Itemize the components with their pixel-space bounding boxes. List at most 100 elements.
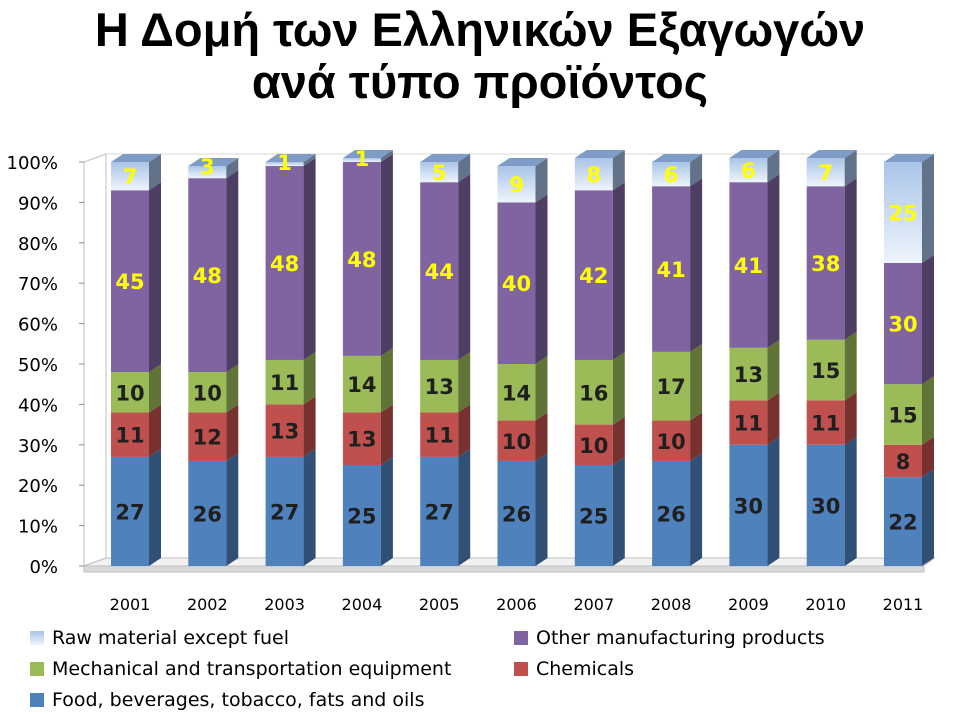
bar-segment	[497, 356, 548, 421]
x-tick-label: 2002	[187, 595, 228, 614]
data-label: 6	[741, 159, 756, 183]
bar-segment-side	[844, 331, 857, 401]
data-label: 8	[896, 450, 911, 474]
y-tick-label: 50%	[18, 355, 58, 376]
legend-item: Raw material except fuel	[30, 624, 289, 652]
bar-segment-front	[729, 182, 768, 348]
bar-segment-side	[767, 174, 780, 348]
bar-segment-side	[535, 452, 548, 566]
data-label: 48	[270, 252, 299, 276]
bar-segment-front	[497, 460, 536, 566]
data-label: 22	[888, 511, 917, 535]
legend-label: Raw material except fuel	[52, 627, 289, 649]
bar-segment-side	[226, 158, 239, 179]
bar-segment-front	[497, 420, 536, 461]
x-tick-label: 2007	[573, 595, 614, 614]
bar-segment-front	[111, 372, 149, 413]
bar-top-cap	[652, 154, 703, 162]
data-label: 10	[656, 430, 685, 454]
legend-swatch	[514, 662, 528, 676]
bar-segment-side	[303, 154, 316, 167]
bar-segment-front	[111, 412, 149, 457]
data-label: 13	[425, 375, 454, 399]
data-label: 15	[811, 359, 840, 383]
y-tick-label: 80%	[18, 234, 58, 255]
bar-segment-front	[420, 162, 459, 183]
data-label: 25	[888, 202, 917, 226]
bar-segment-front	[806, 400, 845, 445]
y-tick-label: 60%	[18, 315, 58, 336]
bar-segment-side	[380, 457, 393, 566]
data-label: 9	[509, 173, 524, 197]
bar-segment-side	[690, 452, 703, 566]
x-tick-label: 2008	[651, 595, 692, 614]
bar-segment-front	[574, 157, 613, 191]
bar-top-cap	[729, 149, 780, 158]
bar-segment	[652, 412, 703, 461]
data-label: 30	[734, 494, 763, 518]
bar-segment-front	[265, 166, 304, 360]
bar-segment	[574, 457, 625, 566]
bar-segment	[265, 448, 316, 566]
bar-segment	[574, 182, 625, 360]
bar-segment-front	[111, 456, 149, 566]
bar-segment-side	[844, 178, 857, 340]
bar-segment	[497, 194, 548, 364]
bar-segment-front	[806, 157, 845, 187]
legend-swatch	[514, 631, 528, 645]
bar-segment-front	[342, 412, 381, 465]
bar-segment	[188, 404, 239, 461]
bar-top-cap	[884, 154, 934, 162]
data-label: 1	[355, 147, 370, 171]
x-tick-label: 2006	[496, 595, 537, 614]
bar-segment	[188, 158, 239, 179]
bar-segment-side	[458, 154, 471, 183]
y-tick-label: 100%	[7, 153, 58, 174]
bar-segment	[188, 170, 239, 373]
data-label: 27	[270, 500, 299, 524]
bar-segment-front	[265, 456, 304, 566]
bar-segment-front	[420, 412, 459, 457]
bar-segment	[497, 452, 548, 566]
bar-segment-front	[497, 202, 536, 364]
bar-segment-side	[535, 158, 548, 203]
bar-segment	[497, 412, 548, 461]
bar-segment	[884, 376, 934, 445]
data-label: 11	[270, 371, 299, 395]
bar-segment-side	[380, 347, 393, 413]
data-label: 26	[502, 502, 531, 526]
data-label: 48	[347, 248, 376, 272]
bar-segment-side	[767, 392, 780, 445]
x-tick-label: 2004	[342, 595, 383, 614]
bar-segment-front	[652, 460, 691, 566]
bar-segment-side	[303, 158, 316, 360]
bar-top-cap	[111, 154, 161, 162]
chart-floor-edge	[83, 565, 925, 573]
bar-segment-front	[342, 355, 381, 413]
bar-segment-side	[303, 396, 316, 457]
data-label: 15	[888, 404, 917, 428]
data-label: 10	[193, 381, 222, 405]
bar-segment	[111, 154, 161, 191]
data-label: 12	[193, 426, 222, 450]
bar-segment	[342, 404, 393, 465]
bar-segment	[111, 404, 161, 457]
bar-segment	[884, 469, 934, 566]
bar-segment	[806, 392, 857, 445]
bar-segment	[111, 182, 161, 373]
bar-segment	[729, 436, 780, 566]
bar-segment-side	[303, 351, 316, 405]
data-label: 3	[200, 155, 215, 179]
bar-segment	[420, 448, 471, 566]
data-label: 40	[502, 272, 531, 296]
bar-segment-side	[690, 343, 703, 421]
data-label: 7	[123, 165, 138, 189]
bar-segment-side	[149, 404, 161, 457]
data-label: 6	[664, 163, 679, 187]
data-label: 14	[502, 381, 531, 405]
bar-segment-side	[844, 149, 857, 187]
bar-segment-side	[922, 376, 934, 445]
bar-segment	[729, 392, 780, 445]
bar-segment-side	[767, 339, 780, 401]
bar-segment-front	[884, 444, 922, 478]
